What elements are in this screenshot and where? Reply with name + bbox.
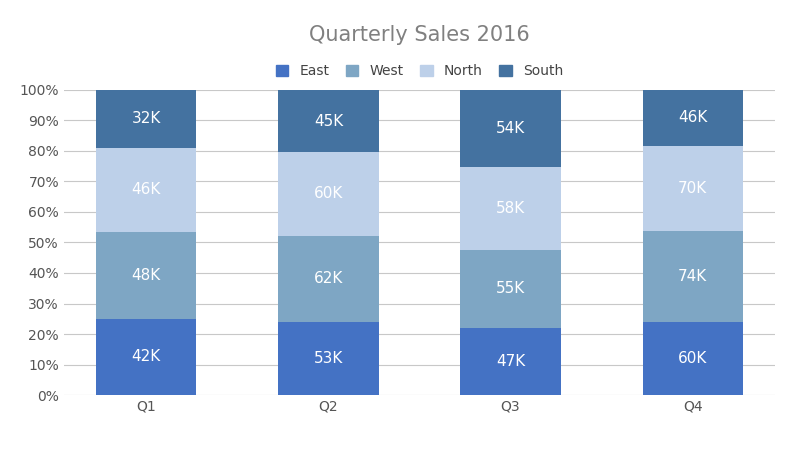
Bar — [460, 250, 561, 328]
Text: 42K: 42K — [132, 349, 161, 365]
Bar — [96, 90, 197, 148]
Text: 54K: 54K — [496, 121, 525, 136]
Bar — [642, 90, 743, 146]
Text: 46K: 46K — [132, 182, 161, 197]
Bar — [278, 90, 379, 152]
Text: 47K: 47K — [496, 354, 525, 369]
Text: 62K: 62K — [314, 271, 343, 286]
Bar — [96, 319, 197, 395]
Text: 46K: 46K — [678, 110, 707, 125]
Text: 58K: 58K — [496, 201, 525, 216]
Bar — [278, 152, 379, 236]
Text: 60K: 60K — [678, 351, 707, 366]
Bar — [642, 146, 743, 232]
Title: Quarterly Sales 2016: Quarterly Sales 2016 — [309, 25, 530, 45]
Bar — [278, 321, 379, 395]
Text: 74K: 74K — [678, 269, 707, 284]
Text: 45K: 45K — [314, 114, 343, 128]
Bar — [460, 328, 561, 395]
Bar — [96, 148, 197, 232]
Text: 32K: 32K — [132, 111, 161, 126]
Text: 70K: 70K — [678, 181, 707, 196]
Legend: East, West, North, South: East, West, North, South — [272, 60, 567, 83]
Text: 55K: 55K — [496, 282, 525, 296]
Bar — [642, 322, 743, 395]
Bar — [96, 232, 197, 319]
Bar — [460, 90, 561, 167]
Text: 48K: 48K — [132, 268, 161, 283]
Text: 53K: 53K — [314, 351, 343, 366]
Bar — [278, 236, 379, 321]
Bar — [460, 167, 561, 250]
Bar — [642, 232, 743, 322]
Text: 60K: 60K — [314, 186, 343, 202]
